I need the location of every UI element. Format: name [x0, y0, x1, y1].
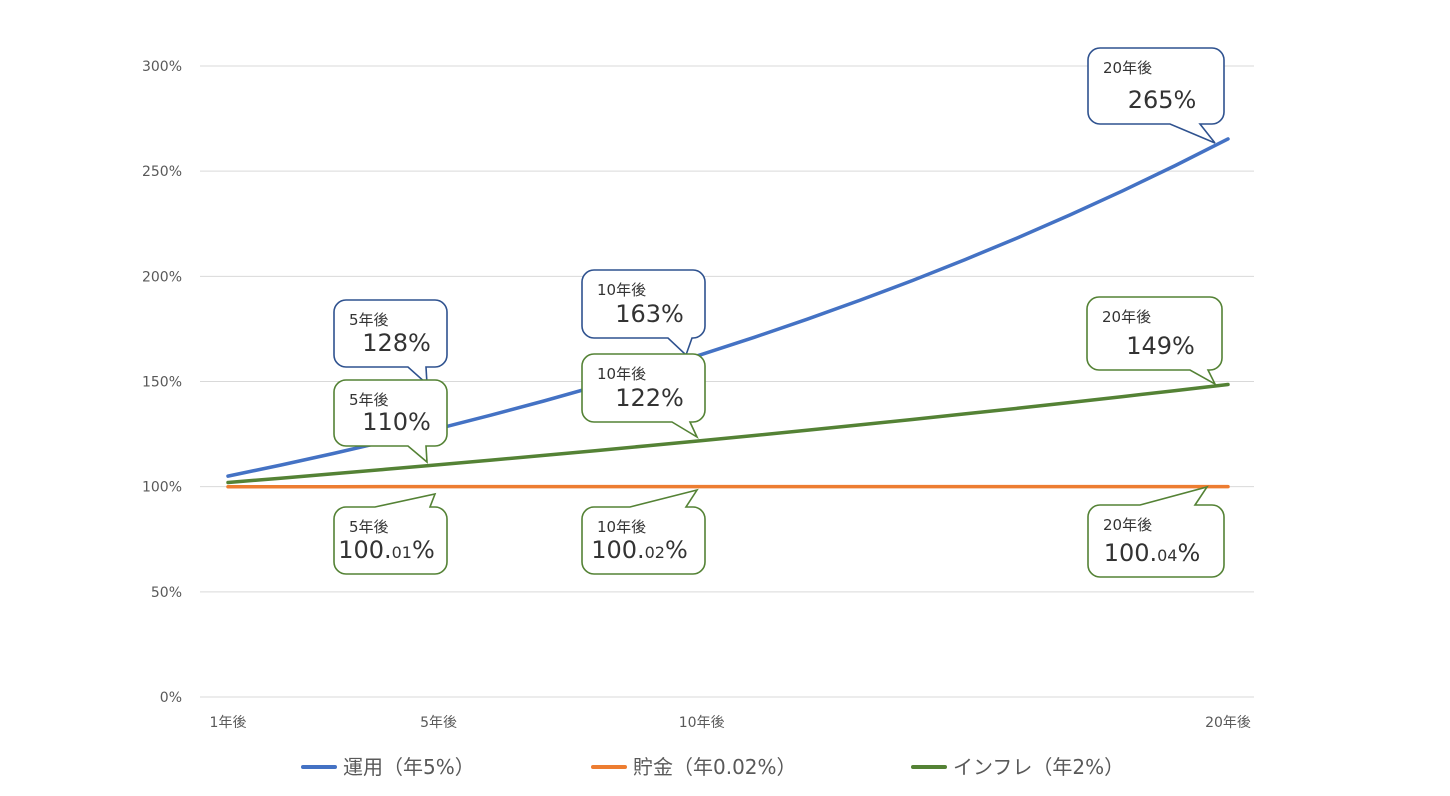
callout-label: 5年後	[349, 391, 389, 409]
x-axis-ticks: 1年後 5年後 10年後 20年後	[210, 715, 1251, 731]
x-tick-label: 20年後	[1205, 715, 1251, 731]
legend-label: インフレ（年2%）	[953, 755, 1124, 779]
x-tick-label: 1年後	[210, 715, 247, 731]
callout-value: 110%	[362, 408, 431, 436]
callout-bubble	[581, 488, 706, 575]
series-line	[226, 382, 1230, 485]
x-tick-label: 5年後	[420, 715, 457, 731]
callout-label: 10年後	[597, 281, 646, 299]
value-percent: %	[1177, 539, 1200, 567]
x-tick-label: 10年後	[679, 715, 725, 731]
callout-value: 163%	[615, 300, 684, 328]
legend: 運用（年5%） 貯金（年0.02%） インフレ（年2%）	[301, 755, 1124, 779]
y-tick-label: 100%	[142, 480, 182, 496]
value-int: 100.	[338, 536, 391, 564]
callout-value: 128%	[362, 329, 431, 357]
callout-label: 20年後	[1103, 516, 1152, 534]
callout-bubble	[1087, 485, 1225, 578]
callout-value: 149%	[1126, 332, 1195, 360]
y-axis-ticks: 0% 50% 100% 150% 200% 250% 300%	[142, 59, 182, 706]
callout-label: 10年後	[597, 365, 646, 383]
legend-label: 貯金（年0.02%）	[633, 755, 797, 779]
value-percent: %	[412, 536, 435, 564]
callout-label: 5年後	[349, 311, 389, 329]
callout-value: 100.01%	[338, 536, 435, 564]
y-tick-label: 0%	[160, 690, 182, 706]
y-tick-label: 250%	[142, 164, 182, 180]
callout-label: 20年後	[1103, 59, 1152, 77]
callout-bubble	[333, 299, 448, 386]
callout-bubble	[1087, 47, 1225, 144]
value-decimal: 01	[392, 543, 412, 562]
callout-bubble	[333, 379, 448, 464]
callout-bubble	[333, 492, 448, 575]
callout-bubble	[581, 353, 706, 440]
callout-value: 100.04%	[1104, 539, 1201, 567]
value-int: 100.	[591, 536, 644, 564]
y-tick-label: 150%	[142, 375, 182, 391]
callout-label: 10年後	[597, 518, 646, 536]
callout: 20年後 265%	[1087, 47, 1225, 144]
callout-value: 122%	[615, 384, 684, 412]
value-int: 100.	[1104, 539, 1157, 567]
legend-item: 運用（年5%）	[301, 755, 475, 779]
value-decimal: 02	[645, 543, 665, 562]
callout-value: 100.02%	[591, 536, 688, 564]
callout: 20年後 149%	[1086, 296, 1223, 386]
callout-bubble	[1086, 296, 1223, 386]
callout-label: 5年後	[349, 518, 389, 536]
value-percent: %	[665, 536, 688, 564]
y-tick-label: 300%	[142, 59, 182, 75]
legend-item: 貯金（年0.02%）	[591, 755, 797, 779]
legend-item: インフレ（年2%）	[911, 755, 1124, 779]
callout-label: 20年後	[1102, 308, 1151, 326]
callout: 20年後 100.04%	[1087, 485, 1225, 578]
y-tick-label: 50%	[151, 585, 182, 601]
callout-bubble	[581, 269, 706, 357]
callout-value: 265%	[1128, 86, 1197, 114]
callouts: 5年後128%10年後163%20年後265%5年後110%10年後122%20…	[333, 47, 1225, 578]
value-decimal: 04	[1157, 546, 1177, 565]
legend-label: 運用（年5%）	[343, 755, 475, 779]
y-tick-label: 200%	[142, 269, 182, 285]
